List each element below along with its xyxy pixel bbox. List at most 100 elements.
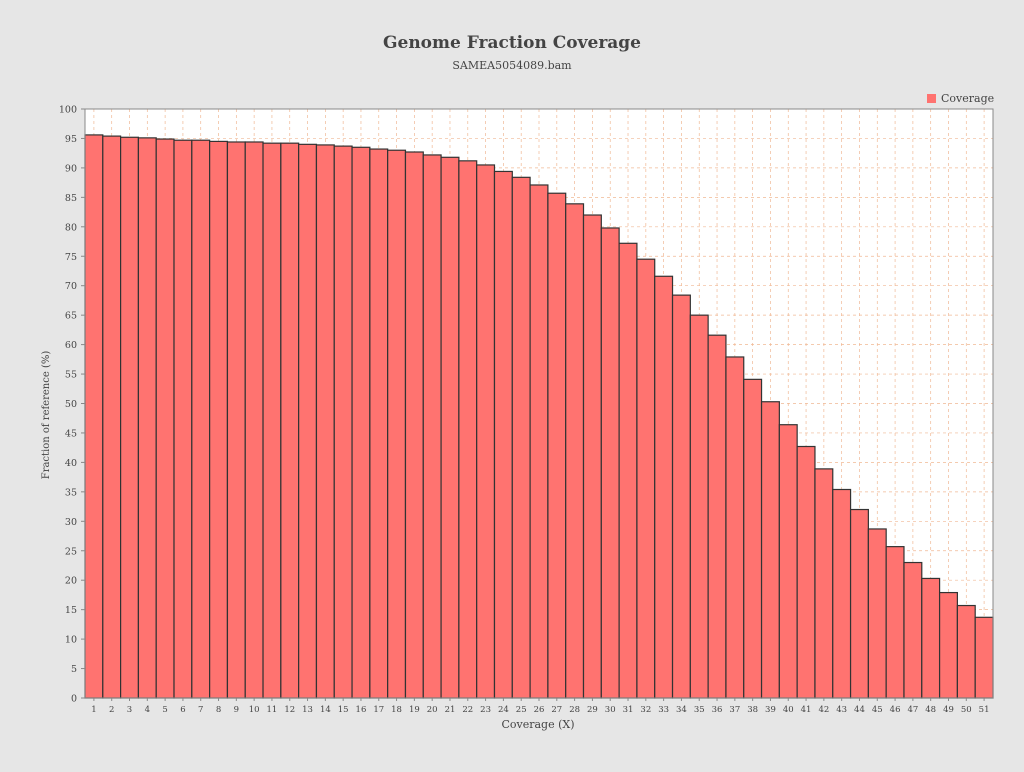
x-tick-label: 23 — [480, 705, 491, 715]
bar — [867, 528, 887, 699]
x-tick-label: 5 — [162, 705, 167, 715]
y-tick-label: 90 — [65, 163, 77, 174]
x-tick-label: 47 — [907, 705, 918, 715]
x-tick-label: 40 — [783, 705, 794, 715]
y-tick-label: 35 — [65, 487, 77, 498]
bar — [547, 192, 567, 699]
y-tick-label: 5 — [71, 664, 77, 675]
x-tick-label: 15 — [338, 705, 349, 715]
bar — [600, 227, 620, 699]
bar — [778, 424, 798, 699]
x-tick-label: 3 — [127, 705, 132, 715]
x-tick-label: 41 — [801, 705, 812, 715]
x-tick-label: 4 — [145, 705, 150, 715]
x-axis-label: Coverage (X) — [501, 718, 574, 731]
y-tick-label: 10 — [65, 635, 77, 646]
x-tick-label: 35 — [694, 705, 705, 715]
plot-area — [84, 108, 994, 699]
bar — [280, 142, 300, 699]
x-tick-label: 24 — [498, 705, 509, 715]
bars — [84, 134, 994, 699]
y-tick-label: 55 — [65, 370, 77, 381]
y-tick-label: 20 — [65, 576, 77, 587]
bar — [191, 139, 211, 699]
y-tick-label: 15 — [65, 605, 77, 616]
bar — [226, 141, 246, 699]
x-tick-label: 28 — [569, 705, 580, 715]
bar — [333, 145, 353, 699]
bar — [832, 488, 852, 699]
bar — [137, 137, 157, 699]
x-tick-label: 7 — [198, 705, 203, 715]
bar — [849, 508, 869, 699]
bar — [404, 151, 424, 699]
x-tick-label: 27 — [551, 705, 562, 715]
x-tick-label: 19 — [409, 705, 420, 715]
bar — [351, 146, 371, 699]
x-tick-label: 45 — [872, 705, 883, 715]
bar — [422, 154, 442, 699]
legend-label: Coverage — [941, 92, 994, 105]
x-tick-label: 10 — [249, 705, 260, 715]
x-tick-label: 49 — [943, 705, 954, 715]
x-tick-label: 18 — [391, 705, 402, 715]
bar — [84, 134, 104, 699]
bar — [315, 144, 335, 699]
y-tick-label: 50 — [65, 399, 77, 410]
y-axis-ticks: 0 5 10 15 20 25 30 35 40 45 50 55 60 65 70 75 80 85 90 95 10… — [59, 105, 85, 705]
x-tick-label: 9 — [234, 705, 239, 715]
x-tick-label: 32 — [640, 705, 651, 715]
x-tick-label: 51 — [979, 705, 990, 715]
y-tick-label: 100 — [59, 105, 77, 116]
y-tick-label: 60 — [65, 340, 77, 351]
x-tick-label: 2 — [109, 705, 114, 715]
bar — [244, 141, 264, 699]
bar — [369, 148, 389, 699]
y-tick-label: 70 — [65, 281, 77, 292]
x-tick-label: 26 — [534, 705, 545, 715]
bar — [387, 149, 407, 699]
x-tick-label: 38 — [747, 705, 758, 715]
bar — [903, 561, 923, 699]
chart-title: Genome Fraction Coverage — [383, 33, 641, 53]
bar — [689, 314, 709, 699]
bar — [921, 577, 941, 699]
bar — [618, 242, 638, 699]
y-tick-label: 95 — [65, 134, 77, 145]
bar — [582, 214, 602, 699]
bar — [814, 468, 834, 699]
x-tick-label: 21 — [445, 705, 456, 715]
y-tick-label: 30 — [65, 517, 77, 528]
x-tick-label: 13 — [302, 705, 313, 715]
x-tick-label: 20 — [427, 705, 438, 715]
x-tick-label: 8 — [216, 705, 221, 715]
bar — [956, 604, 976, 699]
bar — [458, 160, 478, 699]
x-tick-label: 16 — [356, 705, 367, 715]
bar — [476, 164, 496, 699]
x-tick-label: 12 — [284, 705, 295, 715]
x-tick-label: 39 — [765, 705, 776, 715]
y-tick-label: 45 — [65, 428, 77, 439]
x-tick-label: 37 — [729, 705, 740, 715]
x-tick-label: 14 — [320, 705, 331, 715]
x-tick-label: 22 — [462, 705, 473, 715]
legend-swatch — [927, 94, 936, 103]
x-tick-label: 6 — [180, 705, 185, 715]
x-tick-label: 43 — [836, 705, 847, 715]
bar — [173, 139, 193, 699]
bar — [796, 445, 816, 699]
y-tick-label: 25 — [65, 546, 77, 557]
x-tick-label: 44 — [854, 705, 865, 715]
x-tick-label: 34 — [676, 705, 687, 715]
bar — [209, 140, 229, 699]
y-tick-label: 85 — [65, 193, 77, 204]
y-tick-label: 0 — [71, 694, 77, 705]
y-tick-label: 80 — [65, 222, 77, 233]
x-tick-label: 29 — [587, 705, 598, 715]
bar — [511, 176, 531, 699]
x-tick-label: 11 — [267, 705, 278, 715]
x-tick-label: 48 — [925, 705, 936, 715]
bar — [974, 616, 994, 699]
